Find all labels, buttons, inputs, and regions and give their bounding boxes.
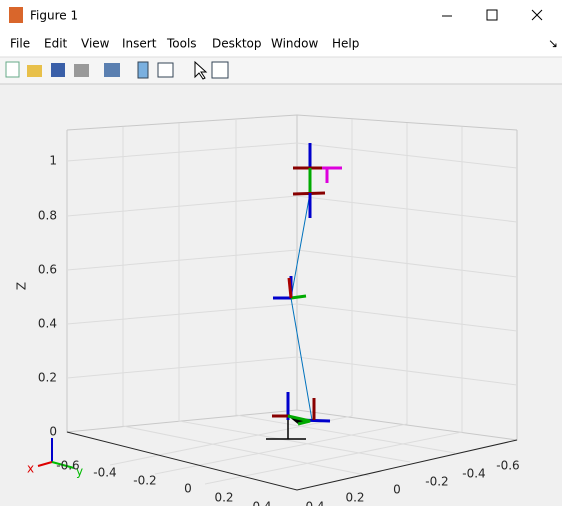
frame-axis (272, 398, 316, 420)
menu-item[interactable]: Edit (44, 37, 68, 51)
z-tick-label: 0.6 (38, 263, 57, 277)
y-tick-label: 0.4 (305, 500, 324, 507)
link-icon[interactable] (104, 63, 120, 77)
x-tick-label: -0.2 (133, 474, 156, 488)
x-tick-label: -0.6 (56, 459, 79, 473)
toolbar (0, 57, 562, 84)
base-frame (266, 420, 306, 440)
x-tick-label: 0 (184, 482, 192, 496)
colorbar-icon[interactable] (137, 61, 149, 79)
z-tick-label: 0.8 (38, 209, 57, 223)
triad-y-label: y (76, 465, 83, 479)
y-tick-label: 0.2 (345, 491, 364, 505)
frame-axis (290, 294, 307, 300)
axis-line (66, 431, 518, 491)
y-tick-label: -0.2 (425, 475, 448, 489)
robot-plot (266, 143, 342, 440)
triad-x-label: x (27, 462, 34, 476)
save-icon[interactable] (51, 63, 65, 77)
triad-y (51, 461, 75, 469)
axes-3d (66, 114, 518, 491)
z-tick-label: 0 (49, 425, 57, 439)
z-grid (66, 142, 518, 386)
app-icon (9, 7, 23, 23)
y-tick-label: -0.4 (462, 467, 485, 481)
menu-item[interactable]: Tools (166, 37, 197, 51)
y-tick-label: -0.6 (496, 459, 519, 473)
menu-bar: File Edit View Insert Tools Desktop Window Help (10, 37, 359, 51)
menu-item[interactable]: File (10, 37, 30, 51)
open-icon[interactable] (27, 65, 42, 77)
xy-grid (109, 119, 463, 485)
y-tick-label: 0 (393, 483, 401, 497)
menu-item[interactable]: Help (332, 37, 359, 51)
menu-item[interactable]: View (81, 37, 110, 51)
print-icon[interactable] (74, 64, 89, 77)
z-tick-label: 0.2 (38, 371, 57, 385)
new-icon[interactable] (5, 61, 20, 78)
menu-item[interactable]: Window (271, 37, 319, 51)
x-tick-label: -0.4 (93, 466, 116, 480)
property-icon[interactable] (211, 61, 229, 79)
pointer-icon[interactable] (194, 60, 208, 80)
close-button[interactable] (531, 9, 543, 21)
menu-item[interactable]: Insert (122, 37, 157, 51)
menu-item[interactable]: Desktop (212, 37, 262, 51)
triad-x (37, 461, 53, 467)
frame-axis (287, 277, 293, 299)
window-title: Figure 1 (30, 9, 78, 23)
title-menu-area (0, 0, 562, 57)
z-tick-label: 0.4 (38, 317, 57, 331)
menu-arrow[interactable]: ↘ (548, 37, 558, 51)
x-tick-label: 0.4 (252, 500, 271, 507)
x-tick-label: 0.2 (214, 491, 233, 505)
z-tick-label: 1 (49, 154, 57, 168)
axes-triad: x y (27, 438, 83, 479)
legend-icon[interactable] (157, 62, 174, 78)
maximize-button[interactable] (486, 9, 498, 21)
z-axis-label: Z (15, 282, 29, 290)
frame-axis (287, 414, 311, 426)
frame-axis (322, 166, 342, 183)
